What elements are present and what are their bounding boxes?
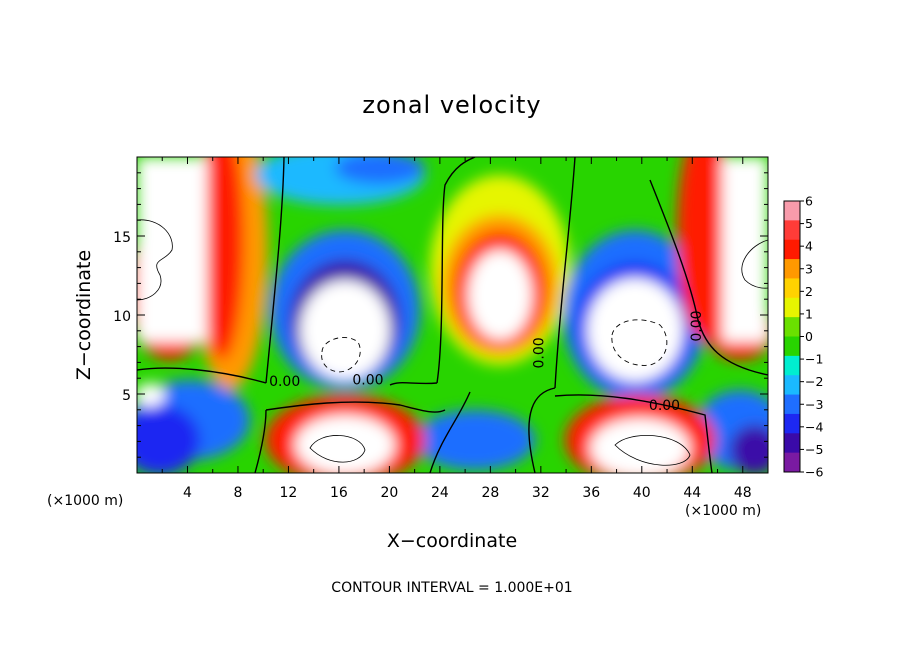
x-axis-unit-left: (×1000 m) (47, 493, 123, 509)
y-tick-label: 15 (113, 230, 131, 246)
colorbar-swatch (784, 259, 800, 279)
colorbar-swatch (784, 375, 800, 396)
x-tick-label: 20 (380, 485, 398, 501)
x-tick-label: 24 (431, 485, 449, 501)
contour-labels: 0.00 0.00 0.00 0.00 0.00 (269, 310, 705, 414)
contour-label: 0.00 (531, 337, 547, 368)
x-tick-label: 4 (183, 485, 192, 501)
colorbar-tick-label: 1 (805, 306, 813, 321)
colorbar-swatch (784, 278, 800, 299)
chart-title: zonal velocity (362, 91, 541, 119)
colorbar-swatch (784, 201, 800, 221)
colorbar-swatch (784, 336, 800, 357)
y-axis-ticks: 5 10 15 (113, 172, 768, 458)
colorbar: 6 5 4 3 2 1 0 −1 −2 −3 −4 −5 −6 (783, 194, 823, 480)
colorbar-tick-label: −1 (805, 352, 823, 367)
x-tick-label: 8 (233, 485, 242, 501)
contour-label: 0.00 (689, 310, 705, 341)
velocity-field (137, 157, 768, 473)
colorbar-swatch (784, 239, 800, 260)
colorbar-swatch (784, 413, 800, 434)
colorbar-tick-label: 4 (805, 239, 813, 254)
x-tick-label: 16 (330, 485, 348, 501)
colorbar-tick-label: 6 (805, 194, 813, 209)
colorbar-tick-label: −3 (805, 397, 823, 412)
colorbar-tick-label: −4 (805, 419, 823, 434)
colorbar-swatch (784, 452, 800, 473)
y-tick-label: 5 (122, 388, 131, 404)
x-tick-label: 32 (532, 485, 550, 501)
x-tick-label: 36 (582, 485, 600, 501)
colorbar-tick-label: −5 (805, 442, 823, 457)
x-axis-ticks: 4 8 12 16 20 24 28 32 36 40 44 48 (161, 157, 752, 501)
colorbar-tick-label: 5 (805, 216, 813, 231)
colorbar-swatch (784, 433, 800, 454)
x-tick-label: 40 (633, 485, 651, 501)
contour-label: 0.00 (649, 398, 680, 414)
y-tick-label: 10 (113, 309, 131, 325)
colorbar-swatch (784, 394, 800, 415)
colorbar-swatch (784, 355, 800, 376)
contour-label: 0.00 (352, 373, 383, 389)
colorbar-tick-label: 3 (805, 261, 813, 276)
y-axis-label: Z−coordinate (73, 250, 95, 380)
x-tick-label: 48 (734, 485, 752, 501)
x-tick-label: 12 (280, 485, 298, 501)
x-tick-label: 28 (481, 485, 499, 501)
colorbar-swatch (784, 297, 800, 318)
contour-label: 0.00 (269, 374, 300, 390)
contour-interval-note: CONTOUR INTERVAL = 1.000E+01 (331, 580, 572, 596)
x-axis-label: X−coordinate (387, 530, 517, 552)
colorbar-tick-label: −2 (805, 374, 823, 389)
colorbar-swatch (784, 317, 800, 337)
x-tick-label: 44 (683, 485, 701, 501)
colorbar-tick-label: −6 (805, 465, 823, 480)
x-axis-unit-right: (×1000 m) (685, 503, 761, 519)
colorbar-tick-label: 2 (805, 284, 813, 299)
colorbar-swatch (784, 220, 800, 241)
colorbar-tick-label: 0 (805, 329, 813, 344)
